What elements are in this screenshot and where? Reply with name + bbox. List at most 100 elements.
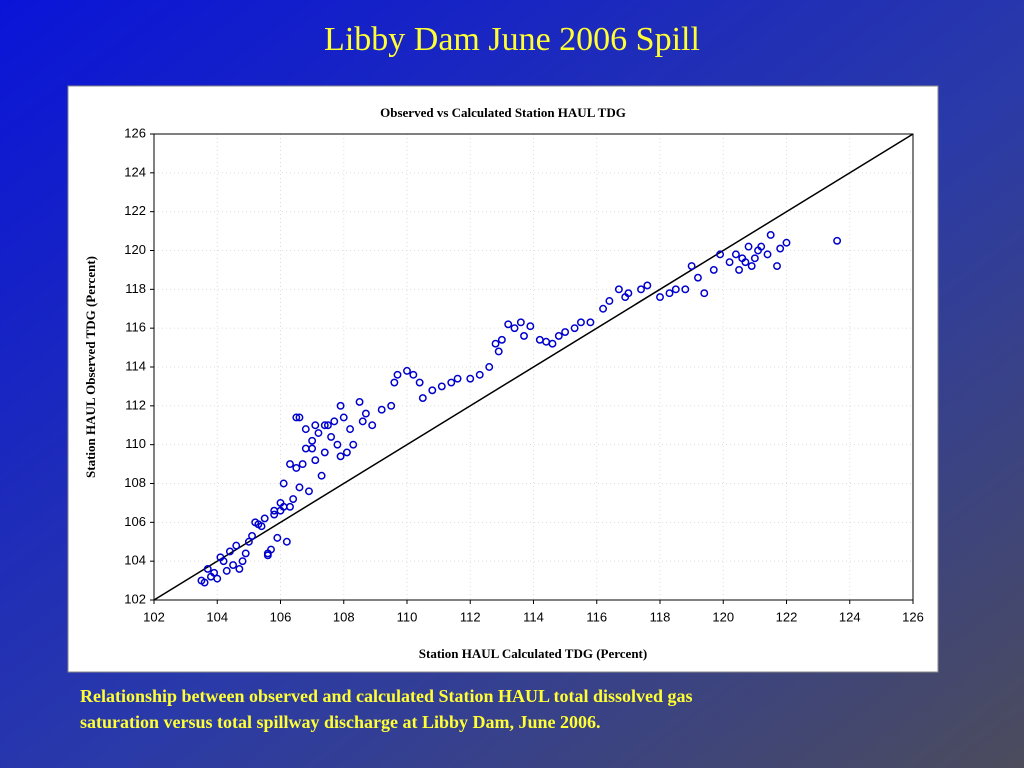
caption: Relationship between observed and calcul…: [80, 686, 693, 706]
y-tick-label: 110: [125, 436, 146, 451]
x-tick-label: 116: [586, 609, 607, 624]
x-tick-label: 108: [333, 609, 355, 624]
point: [320, 421, 329, 430]
point: [377, 405, 386, 414]
y-tick-label: 118: [125, 281, 146, 296]
x-tick-label: 122: [776, 609, 798, 624]
point: [225, 547, 234, 556]
point: [510, 324, 519, 333]
x-tick-label: 104: [206, 609, 228, 624]
point: [504, 320, 513, 329]
x-tick-label: 118: [650, 609, 671, 624]
x-tick-label: 102: [143, 609, 165, 624]
point: [273, 533, 282, 542]
point: [308, 436, 317, 445]
point: [750, 254, 759, 263]
point: [210, 568, 219, 577]
point: [665, 289, 674, 298]
point: [229, 561, 238, 569]
point: [320, 448, 329, 457]
point: [637, 285, 645, 294]
y-axis-label: Station HAUL Observed TDG (Percent): [83, 256, 98, 478]
point: [270, 506, 279, 515]
x-tick-label: 106: [270, 609, 292, 624]
point: [292, 464, 301, 472]
point: [260, 514, 269, 523]
point: [494, 347, 503, 356]
point: [263, 551, 272, 560]
x-tick-label: 124: [839, 609, 861, 624]
point: [599, 304, 608, 313]
point: [782, 238, 791, 247]
point: [466, 374, 475, 383]
point: [235, 564, 244, 573]
x-tick-label: 112: [460, 609, 481, 624]
point: [222, 566, 231, 575]
point: [336, 401, 345, 410]
point: [248, 531, 256, 540]
point: [671, 285, 680, 294]
point: [741, 258, 750, 267]
point: [311, 456, 320, 465]
point: [516, 318, 525, 327]
point: [286, 460, 294, 469]
point: [614, 285, 623, 294]
point: [200, 578, 209, 587]
point: [361, 409, 370, 418]
point: [327, 432, 336, 441]
point: [776, 244, 785, 253]
x-tick-label: 110: [397, 609, 418, 624]
point: [403, 366, 411, 375]
point: [387, 401, 396, 410]
point: [295, 483, 304, 492]
point: [349, 440, 358, 449]
point: [238, 557, 247, 566]
point: [554, 331, 563, 340]
y-tick-label: 120: [124, 242, 146, 257]
point: [390, 378, 399, 387]
y-tick-label: 122: [124, 203, 146, 218]
y-tick-label: 112: [125, 397, 146, 412]
point: [355, 398, 364, 406]
point: [317, 471, 326, 480]
point: [754, 246, 762, 255]
point: [709, 265, 718, 274]
slide-title: Libby Dam June 2006 Spill: [324, 21, 700, 58]
x-tick-label: 120: [712, 609, 734, 624]
point: [295, 413, 304, 422]
point: [621, 293, 630, 302]
point: [491, 339, 500, 348]
point: [520, 331, 528, 340]
point: [409, 370, 418, 379]
point: [725, 258, 734, 267]
point: [289, 495, 298, 503]
point: [833, 236, 842, 245]
point: [323, 421, 332, 430]
point: [244, 537, 253, 546]
point: [681, 285, 690, 294]
point: [605, 297, 614, 305]
y-tick-label: 114: [125, 358, 146, 373]
point: [393, 370, 402, 379]
point: [687, 262, 696, 270]
point: [744, 242, 753, 251]
point: [330, 417, 339, 426]
point: [241, 549, 250, 558]
point: [276, 498, 285, 507]
point: [314, 429, 323, 437]
point: [586, 318, 595, 327]
point: [298, 460, 307, 469]
point: [358, 417, 367, 426]
point: [485, 363, 494, 371]
point: [763, 250, 772, 259]
y-tick-label: 126: [124, 125, 146, 140]
point: [716, 250, 725, 259]
point: [232, 541, 241, 550]
y-tick-label: 108: [124, 475, 146, 490]
point: [747, 262, 756, 270]
y-tick-label: 106: [124, 514, 146, 529]
point: [656, 293, 664, 302]
point: [548, 339, 557, 348]
point: [447, 378, 456, 387]
